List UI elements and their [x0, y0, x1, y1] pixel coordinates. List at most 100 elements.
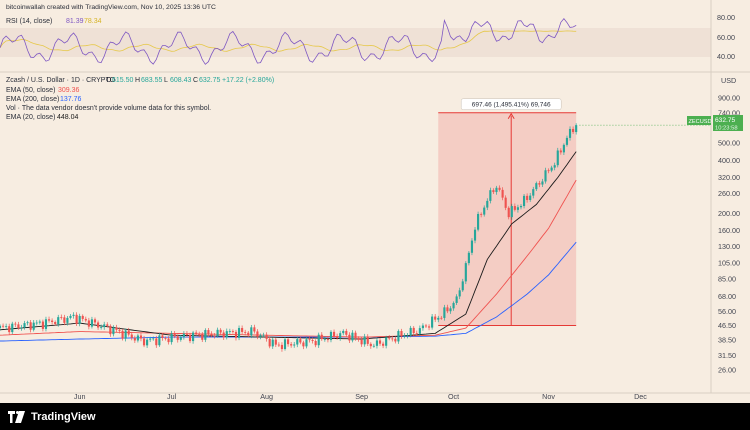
candle-body	[440, 317, 443, 319]
candle-body	[78, 315, 81, 324]
candle-body	[14, 323, 17, 325]
candle-body	[75, 314, 78, 324]
candle-body	[378, 340, 382, 344]
candle-body	[351, 332, 354, 341]
measure-label-box	[460, 98, 562, 110]
candle-body	[391, 338, 394, 340]
rsi-line	[0, 17, 577, 65]
candle-body	[283, 339, 287, 350]
candle-body	[124, 330, 127, 339]
candle-body	[498, 187, 501, 190]
candle-body	[130, 334, 133, 338]
candle-body	[308, 339, 311, 341]
candle-body	[357, 338, 360, 340]
candle-body	[547, 170, 550, 172]
candle-body	[299, 339, 302, 343]
candle-body	[213, 335, 216, 337]
ema50-line	[0, 179, 577, 338]
candle-body	[449, 308, 452, 312]
candle-body	[60, 317, 63, 318]
candle-body	[244, 331, 247, 333]
price-tick-label: 105.00	[718, 259, 740, 268]
candle-body	[348, 334, 351, 341]
price-tick-label: 46.50	[718, 321, 736, 330]
candle-body	[106, 324, 109, 326]
legend-ema200-label: EMA (200, close)	[6, 96, 59, 103]
price-tick-label: 900.00	[718, 94, 740, 103]
candle-body	[394, 338, 397, 342]
candle-body	[443, 307, 446, 318]
candle-body	[112, 327, 115, 335]
candle-body	[287, 339, 290, 345]
badge-symbol-box	[687, 116, 711, 125]
candle-body	[464, 263, 467, 282]
legend-ema50-value: 309.36	[58, 87, 80, 94]
candle-body	[504, 197, 507, 208]
candle-body	[198, 334, 201, 336]
legend-high: 683.55	[141, 77, 163, 84]
price-tick-label: 200.00	[718, 209, 740, 218]
candle-body	[219, 329, 222, 333]
candle-body	[250, 327, 253, 336]
measure-box	[438, 112, 577, 326]
candle-body	[1, 325, 5, 327]
candle-body	[100, 327, 103, 328]
candle-body	[142, 338, 146, 346]
price-tick-label: 85.00	[718, 275, 736, 284]
candle-body	[118, 329, 121, 331]
candle-body	[179, 337, 182, 340]
tradingview-logo-icon	[8, 410, 25, 423]
candle-body	[562, 144, 565, 153]
candle-body	[109, 325, 112, 335]
candle-body	[41, 321, 44, 329]
candle-body	[23, 323, 26, 328]
candle-body	[513, 206, 516, 210]
tradingview-logo[interactable]: TradingView	[8, 410, 96, 423]
candle-body	[526, 195, 529, 201]
rsi-series	[0, 17, 577, 65]
candle-body	[253, 327, 256, 332]
candle-body	[207, 330, 210, 334]
candle-body	[510, 206, 513, 218]
candle-body	[568, 128, 572, 138]
candle-body	[44, 319, 48, 329]
candle-body	[201, 334, 204, 340]
candle-body	[290, 344, 293, 346]
candle-body	[90, 319, 94, 327]
candle-body	[382, 343, 385, 346]
candle-body	[501, 189, 504, 198]
candle-body	[26, 322, 29, 324]
price-tick-label: 68.00	[718, 292, 736, 301]
candle-body	[486, 200, 489, 208]
candle-body	[366, 336, 369, 344]
candle-body	[96, 322, 100, 328]
price-tick-label: 400.00	[718, 156, 740, 165]
candle-body	[483, 207, 486, 215]
candle-body	[38, 321, 41, 323]
candle-body	[158, 335, 161, 346]
candle-body	[418, 328, 421, 334]
chart-area[interactable]: bitcoinwallah created with TradingView.c…	[0, 0, 750, 403]
candle-body	[176, 336, 179, 340]
candle-body	[280, 344, 284, 350]
candle-body	[5, 326, 8, 328]
candle-body	[553, 165, 556, 168]
candle-body	[424, 325, 428, 327]
candle-body	[360, 339, 363, 345]
rsi-value-2: 78.34	[84, 18, 102, 25]
candle-body	[302, 342, 305, 347]
candle-body	[216, 329, 219, 336]
candle-body	[0, 325, 2, 329]
candle-body	[84, 318, 87, 321]
time-tick-label: Dec	[634, 392, 647, 401]
candle-body	[470, 240, 474, 253]
candle-body	[57, 317, 60, 325]
candle-body	[400, 331, 403, 337]
footer-bar: TradingView	[0, 403, 750, 430]
measure-tool[interactable]: 697.46 (1,495.41%) 69,746	[438, 98, 577, 327]
candle-body	[87, 320, 90, 327]
rsi-label: RSI (14, close)	[6, 18, 52, 25]
current-price-badge: ZECUSD 632.75 10:23:58	[687, 115, 743, 132]
chart-svg: bitcoinwallah created with TradingView.c…	[0, 0, 750, 401]
candle-body	[170, 333, 173, 343]
